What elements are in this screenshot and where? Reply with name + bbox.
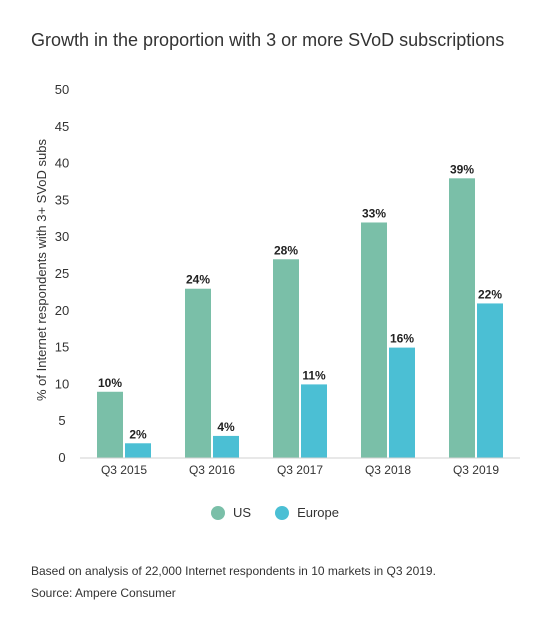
- y-tick-label: 50: [55, 82, 69, 97]
- y-tick-label: 15: [55, 340, 69, 355]
- x-axis: Q3 2015 Q3 2016 Q3 2017 Q3 2018 Q3 2019: [80, 457, 520, 477]
- y-tick-label: 5: [58, 413, 65, 428]
- y-tick-label: 10: [55, 376, 69, 391]
- footnote: Based on analysis of 22,000 Internet res…: [31, 564, 436, 578]
- y-axis-label: % of Internet respondents with 3+ SVoD s…: [34, 139, 49, 401]
- y-tick-label: 35: [55, 192, 69, 207]
- data-label: 33%: [362, 206, 386, 220]
- data-label: 10%: [98, 376, 122, 390]
- x-tick-label: Q3 2018: [365, 463, 411, 477]
- data-label: 4%: [217, 420, 235, 434]
- legend-label-europe: Europe: [297, 505, 339, 520]
- legend-swatch-us: [211, 505, 225, 520]
- data-label: 28%: [274, 243, 298, 257]
- bars: 10% 2% 24% 4% 28% 11% 33% 16% 39% 22%: [97, 162, 503, 458]
- y-tick-label: 0: [58, 450, 65, 465]
- y-tick-label: 25: [55, 266, 69, 281]
- y-axis: 0 5 10 15 20 25 30 35 40 45 50: [55, 82, 69, 465]
- bar-us: [449, 178, 475, 458]
- x-tick-label: Q3 2015: [101, 463, 147, 477]
- legend-item-europe[interactable]: Europe: [275, 505, 339, 520]
- bar-us: [273, 259, 299, 458]
- legend-item-us[interactable]: US: [211, 505, 251, 520]
- x-tick-label: Q3 2017: [277, 463, 323, 477]
- x-tick-label: Q3 2016: [189, 463, 235, 477]
- data-label: 24%: [186, 273, 210, 287]
- legend-label-us: US: [233, 505, 252, 520]
- y-tick-label: 20: [55, 303, 69, 318]
- data-label: 39%: [450, 162, 474, 176]
- x-tick-label: Q3 2019: [453, 463, 499, 477]
- y-tick-label: 45: [55, 119, 69, 134]
- bar-us: [97, 391, 123, 458]
- chart-title: Growth in the proportion with 3 or more …: [31, 30, 505, 50]
- y-tick-label: 30: [55, 229, 69, 244]
- bar-europe: [389, 347, 415, 458]
- legend: US Europe: [0, 505, 550, 520]
- data-label: 2%: [129, 427, 147, 441]
- bar-europe: [477, 303, 503, 458]
- source-note: Source: Ampere Consumer: [31, 586, 176, 600]
- y-tick-label: 40: [55, 156, 69, 171]
- legend-swatch-europe: [275, 505, 290, 520]
- data-label: 22%: [478, 287, 502, 301]
- data-label: 11%: [302, 368, 326, 382]
- bar-us: [185, 288, 211, 458]
- bar-europe: [213, 435, 239, 458]
- chart-notes: Based on analysis of 22,000 Internet res…: [31, 560, 436, 604]
- bar-europe: [125, 443, 151, 458]
- bar-europe: [301, 384, 327, 458]
- data-label: 16%: [390, 332, 414, 346]
- bar-us: [361, 222, 387, 458]
